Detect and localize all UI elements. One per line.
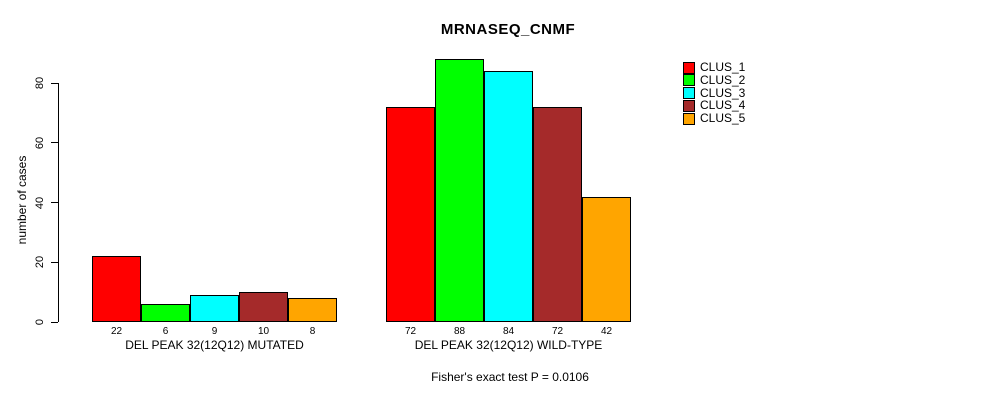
legend-label: CLUS_1 — [700, 60, 746, 74]
legend-label: CLUS_5 — [700, 111, 746, 125]
y-axis-line — [58, 83, 59, 322]
legend-swatch-icon — [683, 112, 695, 125]
y-tick-mark — [51, 82, 58, 84]
bar-value-label: 42 — [600, 326, 613, 337]
chart-title: MRNASEQ_CNMF — [440, 21, 576, 38]
bar-value-label: 84 — [502, 326, 515, 337]
bar-value-label: 22 — [110, 326, 123, 337]
legend-item: CLUS_2 — [683, 72, 746, 87]
bar — [92, 256, 141, 322]
legend-label: CLUS_3 — [700, 85, 746, 100]
legend-item: CLUS_3 — [683, 85, 746, 100]
bar — [484, 71, 533, 322]
bar — [239, 292, 288, 322]
legend-item: CLUS_4 — [683, 99, 745, 112]
bar — [141, 304, 190, 322]
legend-swatch-icon — [683, 99, 695, 112]
y-tick-mark — [51, 202, 58, 203]
bar — [582, 197, 631, 322]
bar-value-label: 10 — [257, 326, 270, 337]
legend-swatch-icon — [683, 87, 695, 99]
y-tick-mark — [51, 261, 58, 263]
bar-value-label: 72 — [551, 326, 564, 337]
bar — [190, 295, 239, 322]
bar-value-label: 6 — [162, 326, 169, 337]
stat-caption: Fisher's exact test P = 0.0106 — [431, 370, 589, 384]
bar-value-label: 88 — [453, 326, 466, 337]
bar — [288, 298, 337, 322]
y-tick-mark — [51, 142, 58, 144]
legend-item: CLUS_5 — [683, 112, 745, 125]
bar — [435, 59, 484, 322]
x-group-label: DEL PEAK 32(12Q12) WILD-TYPE — [414, 338, 603, 352]
bar — [386, 107, 435, 322]
legend-label: CLUS_2 — [700, 72, 746, 87]
legend-item: CLUS_1 — [683, 61, 745, 74]
bar-value-label: 8 — [309, 326, 316, 337]
x-group-label: DEL PEAK 32(12Q12) MUTATED — [125, 338, 304, 352]
bar — [533, 107, 582, 322]
legend-swatch-icon — [683, 61, 695, 74]
y-tick-mark — [51, 321, 58, 323]
bar-value-label: 72 — [404, 326, 417, 337]
legend-swatch-icon — [683, 74, 695, 87]
bar-value-label: 9 — [211, 326, 218, 337]
legend-label: CLUS_4 — [700, 98, 746, 113]
